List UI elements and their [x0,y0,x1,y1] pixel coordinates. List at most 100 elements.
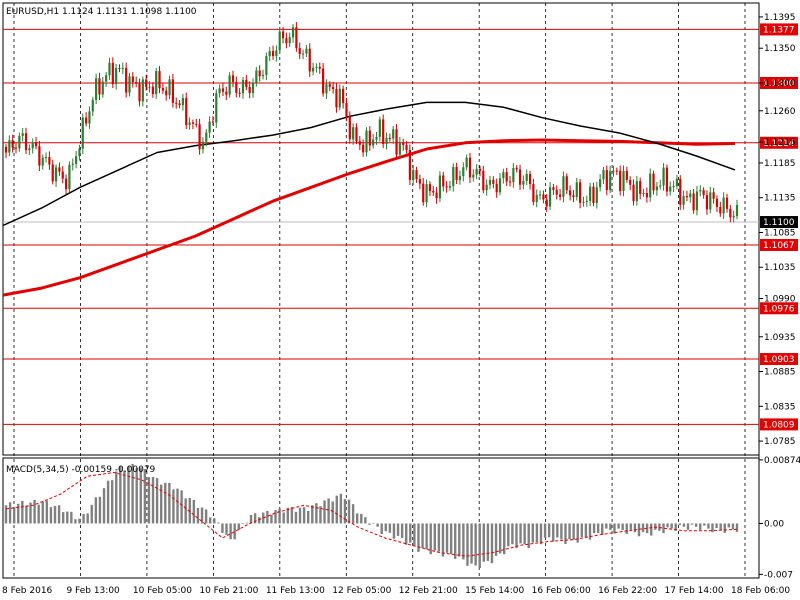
candle-body [639,181,642,194]
macd-histogram-bar [335,495,338,524]
macd-histogram-bar [360,513,363,524]
candle-body [635,181,638,202]
macd-histogram-bar [433,523,436,551]
candle-body [188,122,191,125]
candle-body [95,78,98,100]
candle-body [285,38,288,44]
macd-histogram-bar [662,523,665,534]
candle-body [311,67,315,72]
macd-histogram-bar [592,523,596,534]
candle-body [205,132,208,142]
macd-histogram-bar [98,496,102,524]
candle-body [44,157,48,159]
candle-body [719,206,722,214]
candle-body [679,178,682,205]
candle-body [422,183,425,203]
candle-body [118,67,121,69]
candle-body [712,192,715,199]
candle-body [165,90,168,96]
macd-histogram-bar [694,523,698,527]
candle-body [722,197,725,214]
candle-body [125,67,128,93]
candle-body [135,82,138,84]
macd-label: MACD(5,34,5) -0.00159 -0.00079 [6,465,156,475]
macd-histogram-bar [568,523,571,540]
macd-histogram-bar [478,523,481,568]
candle-body [622,170,625,191]
candle-body [732,216,735,218]
macd-histogram-bar [731,523,735,530]
candle-body [425,184,428,203]
macd-histogram-bar [507,523,510,547]
candle-body [78,148,81,157]
candle-body [322,68,325,94]
macd-histogram-bar [204,509,208,524]
macd-histogram-bar [441,523,445,557]
candle-body [408,149,411,180]
candle-body [455,166,458,180]
level-label: 1.1377 [763,25,795,35]
macd-histogram-bar [315,503,318,524]
candle-body [552,187,555,190]
candle-body [372,139,375,146]
candle-body [528,173,532,185]
candle-body [41,157,44,166]
level-tag [760,353,798,366]
candle-body [735,205,739,217]
time-label: 17 Feb 14:00 [665,586,724,596]
time-label: 12 Feb 21:00 [399,586,458,596]
candle-body [255,70,258,83]
macd-histogram-bar [560,523,563,540]
macd-histogram-bar [633,523,637,533]
candle-body [315,66,318,68]
candle-body [672,185,675,187]
time-axis-labels: 8 Feb 2016 9 Feb 13:00 10 Feb 05:00 10 Feb … [2,586,790,596]
price-tick-label: 1.0785 [764,437,796,447]
macd-histogram-bar [674,523,677,531]
macd-histogram-bar [110,480,114,524]
candle-body [4,146,8,153]
candle-body [495,183,498,193]
candle-body [398,142,401,155]
macd-histogram-bar [143,469,147,524]
candle-body [538,194,542,196]
macd-histogram-bar [213,518,216,524]
candle-body [555,189,558,195]
candle-body [445,186,448,188]
macd-histogram-bar [155,478,159,524]
time-label: 12 Feb 05:00 [332,586,391,596]
horizontal-levels: 1.1377 1.1300 1.1214 1.1067 1.0976 1.0903 1.08… [3,23,798,431]
candle-body [412,170,415,180]
candle-body [58,167,61,172]
candle-body [725,197,729,209]
candle-body [345,103,348,117]
candle-body [592,186,595,203]
candle-body [709,192,712,210]
macd-histogram-bar [4,505,8,524]
macd-histogram-bar [707,523,710,529]
price-tick-label: 1.1035 [764,263,796,273]
candle-body [148,86,151,88]
macd-histogram-bar [515,523,518,549]
macd-histogram-bar [21,500,24,524]
price-tick-label: 1.1135 [764,194,796,204]
macd-histogram-bar [445,523,449,553]
candle-body [652,173,655,191]
candle-body [24,133,28,151]
candle-body [365,130,368,153]
macd-histogram-bar [405,523,408,545]
macd-histogram-bar [494,523,498,556]
candle-body [392,129,395,139]
price-tick-label: 1.0885 [764,368,796,378]
candle-body [295,27,298,49]
candle-body [382,119,385,145]
macd-histogram-bar [686,523,690,530]
candle-body [438,175,442,199]
macd-histogram-bar [180,490,183,524]
macd-histogram-bar [666,523,669,528]
macd-histogram-bar [711,523,714,533]
time-label: 11 Feb 13:00 [266,586,325,596]
macd-histogram-bar [503,523,506,555]
macd-histogram-bar [650,523,653,536]
